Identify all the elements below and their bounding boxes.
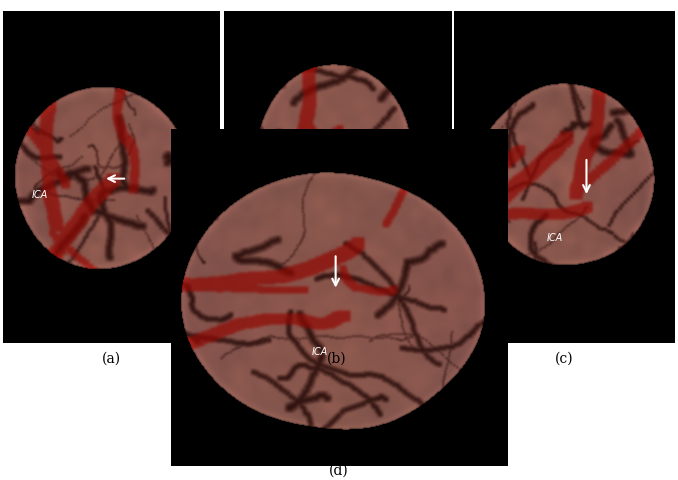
Text: (d): (d) (329, 462, 349, 477)
Text: ICA: ICA (312, 347, 328, 357)
Text: (b): (b) (327, 350, 346, 365)
Text: (c): (c) (555, 350, 574, 365)
Text: ICA: ICA (546, 232, 563, 242)
Text: ICA: ICA (251, 209, 267, 219)
Text: ICA: ICA (32, 190, 48, 200)
Text: (a): (a) (102, 350, 121, 365)
